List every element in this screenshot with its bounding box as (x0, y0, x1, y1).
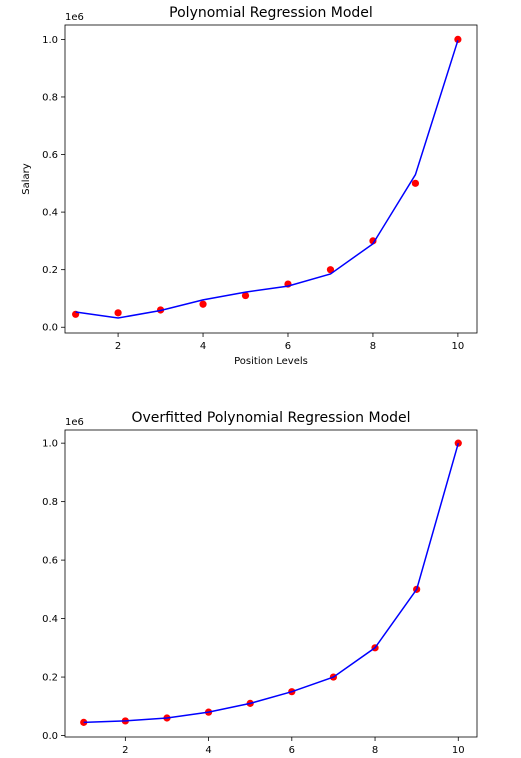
y-offset-label: 1e6 (65, 12, 84, 23)
x-tick-label: 6 (289, 745, 295, 756)
x-axis-label: Position Levels (234, 356, 308, 367)
axes-frame (64, 429, 478, 738)
regression-line (83, 442, 460, 724)
chart-title: Polynomial Regression Model (169, 5, 373, 21)
x-tick-label: 8 (370, 341, 376, 352)
x-tick-label: 6 (285, 341, 291, 352)
y-tick-label: 0.2 (42, 265, 58, 276)
data-point (199, 300, 207, 308)
x-tick-label: 10 (452, 745, 465, 756)
y-tick-label: 0.8 (42, 497, 58, 508)
chart-polynomial-regression: Polynomial Regression Model 1e6 2 4 6 8 10 0.0 0… (21, 5, 478, 367)
chart-overfitted-polynomial-regression: Overfitted Polynomial Regression Model 1e… (42, 410, 478, 756)
y-tick-label: 0.0 (42, 323, 58, 334)
y-tick-label: 0.2 (42, 673, 58, 684)
regression-line (75, 40, 459, 319)
data-point (454, 439, 462, 447)
x-tick-label: 10 (452, 341, 465, 352)
axes-frame (64, 24, 478, 334)
y-tick-label: 0.6 (42, 150, 58, 161)
data-point (411, 179, 420, 187)
y-axis-label: Salary (21, 163, 32, 194)
data-point (326, 266, 335, 274)
y-tick-label: 1.0 (42, 35, 58, 46)
x-tick-label: 4 (200, 341, 206, 352)
data-point (369, 237, 377, 245)
x-tick-label: 8 (372, 745, 378, 756)
chart-title: Overfitted Polynomial Regression Model (131, 410, 410, 426)
y-offset-label: 1e6 (65, 417, 84, 428)
data-point (241, 291, 250, 300)
x-tick-label: 2 (115, 341, 121, 352)
data-point (454, 35, 462, 43)
y-tick-label: 0.4 (42, 614, 58, 625)
x-tick-label: 2 (122, 745, 128, 756)
x-tick-label: 4 (205, 745, 211, 756)
y-tick-label: 0.8 (42, 92, 58, 103)
data-point (114, 309, 122, 317)
y-tick-label: 1.0 (42, 439, 58, 450)
y-tick-label: 0.0 (42, 731, 58, 742)
y-tick-label: 0.6 (42, 556, 58, 567)
y-tick-label: 0.4 (42, 208, 58, 219)
